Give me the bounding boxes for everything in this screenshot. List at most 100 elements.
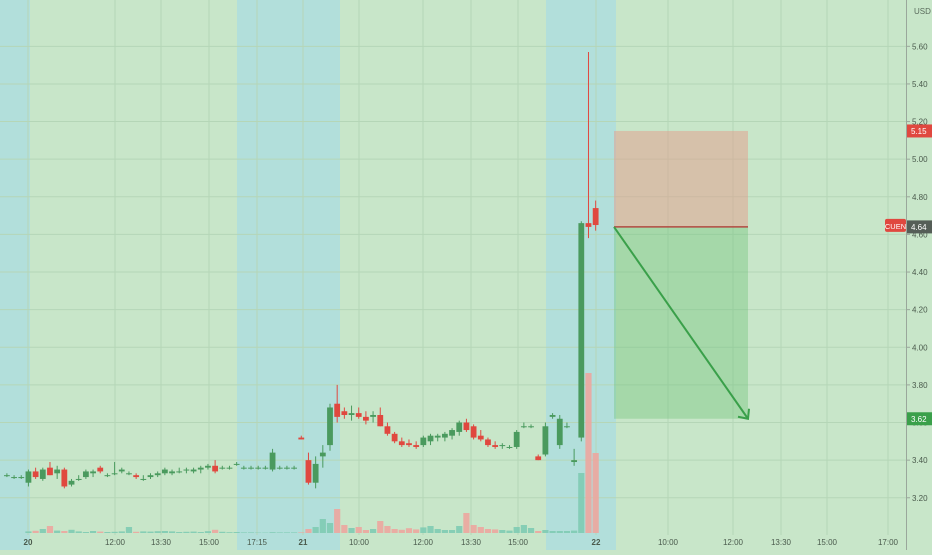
candle-up <box>270 453 276 470</box>
candle-up <box>191 470 197 472</box>
candle-up <box>507 447 513 448</box>
candle-up <box>428 436 434 442</box>
volume-bar <box>190 532 196 533</box>
candle-down <box>306 460 312 483</box>
candle-up <box>148 475 154 477</box>
time-tick-label: 15:00 <box>199 538 220 547</box>
symbol-tag: CUEN <box>885 219 906 232</box>
volume-bar <box>33 531 39 533</box>
candle-down <box>406 443 412 445</box>
volume-bar <box>449 530 455 533</box>
volume-bar <box>176 532 182 533</box>
candle-up <box>442 434 448 438</box>
candle-down <box>133 475 139 477</box>
time-tick-label: 12:00 <box>413 538 434 547</box>
candle-up <box>543 426 549 454</box>
price-tick-label: 5.60 <box>912 42 928 51</box>
candle-up <box>277 468 283 469</box>
volume-bar <box>119 531 125 533</box>
volume-bar <box>25 531 31 533</box>
symbol-tag-label: CUEN <box>885 222 906 231</box>
volume-bar <box>341 525 347 533</box>
volume-bar <box>593 453 599 533</box>
candle-up <box>83 471 89 477</box>
volume-bar <box>54 531 60 533</box>
volume-bar <box>535 531 541 533</box>
volume-bar <box>162 531 168 533</box>
stop-price-badge: 5.15 <box>907 124 932 137</box>
candle-up <box>112 473 118 474</box>
candle-up <box>241 468 247 469</box>
volume-bar <box>442 530 448 533</box>
stop-price-badge-label: 5.15 <box>911 127 927 136</box>
candle-up <box>262 468 268 469</box>
candle-up <box>76 479 82 480</box>
candle-up <box>184 470 190 471</box>
candle-down <box>97 468 103 472</box>
volume-bar <box>298 532 304 533</box>
candle-up <box>234 464 240 465</box>
candle-down <box>535 456 541 460</box>
candle-up <box>435 436 441 438</box>
price-tick-label: 3.20 <box>912 494 928 503</box>
candle-up <box>248 468 254 469</box>
volume-bar <box>212 530 218 533</box>
candle-up <box>227 468 233 469</box>
candle-down <box>385 426 391 434</box>
volume-bar <box>478 527 484 533</box>
candle-down <box>413 445 419 447</box>
volume-bar <box>248 532 254 533</box>
volume-bar <box>571 531 577 533</box>
volume-bar <box>492 529 498 533</box>
candle-up <box>255 468 261 469</box>
volume-bar <box>435 529 441 533</box>
session-backgrounds <box>0 0 906 550</box>
volume-bar <box>514 527 520 533</box>
volume-bar <box>198 532 204 533</box>
candle-down <box>593 208 599 225</box>
candle-up <box>514 432 520 447</box>
price-tick-label: 3.80 <box>912 381 928 390</box>
volume-bar <box>76 531 82 533</box>
time-tick-label: 13:30 <box>461 538 482 547</box>
candle-up <box>370 415 376 417</box>
candle-down <box>392 434 398 442</box>
time-tick-label: 12:00 <box>105 538 126 547</box>
candle-up <box>18 477 24 478</box>
candle-up <box>26 471 32 482</box>
price-axis[interactable]: USD5.605.405.205.004.804.604.404.204.003… <box>906 0 932 550</box>
volume-bar <box>68 530 74 533</box>
candle-up <box>349 413 355 415</box>
currency-label: USD <box>914 7 931 16</box>
volume-bar <box>277 532 283 533</box>
volume-bar <box>219 532 225 533</box>
volume-bar <box>363 530 369 533</box>
candle-up <box>578 223 584 437</box>
candle-up <box>69 481 75 485</box>
volume-bar <box>241 532 247 533</box>
volume-bar <box>226 532 232 533</box>
volume-bar <box>377 521 383 533</box>
candle-down <box>341 411 347 415</box>
candle-down <box>399 441 405 445</box>
volume-bar <box>205 531 211 533</box>
volume-bar <box>155 531 161 533</box>
candle-up <box>449 430 455 436</box>
time-tick-label: 15:00 <box>817 538 838 547</box>
volume-bar <box>47 526 53 533</box>
candle-up <box>40 470 46 479</box>
volume-bar <box>234 532 240 533</box>
candle-down <box>61 470 67 487</box>
volume-bar <box>305 529 311 533</box>
volume-bar <box>183 532 189 533</box>
volume-bar <box>549 531 555 533</box>
regular-session-bg <box>0 0 906 550</box>
volume-bar <box>542 530 548 533</box>
volume-bar <box>506 531 512 533</box>
candle-up <box>11 477 17 478</box>
volume-bar <box>392 529 398 533</box>
time-tick-label: 10:00 <box>658 538 679 547</box>
candle-up <box>557 419 563 445</box>
